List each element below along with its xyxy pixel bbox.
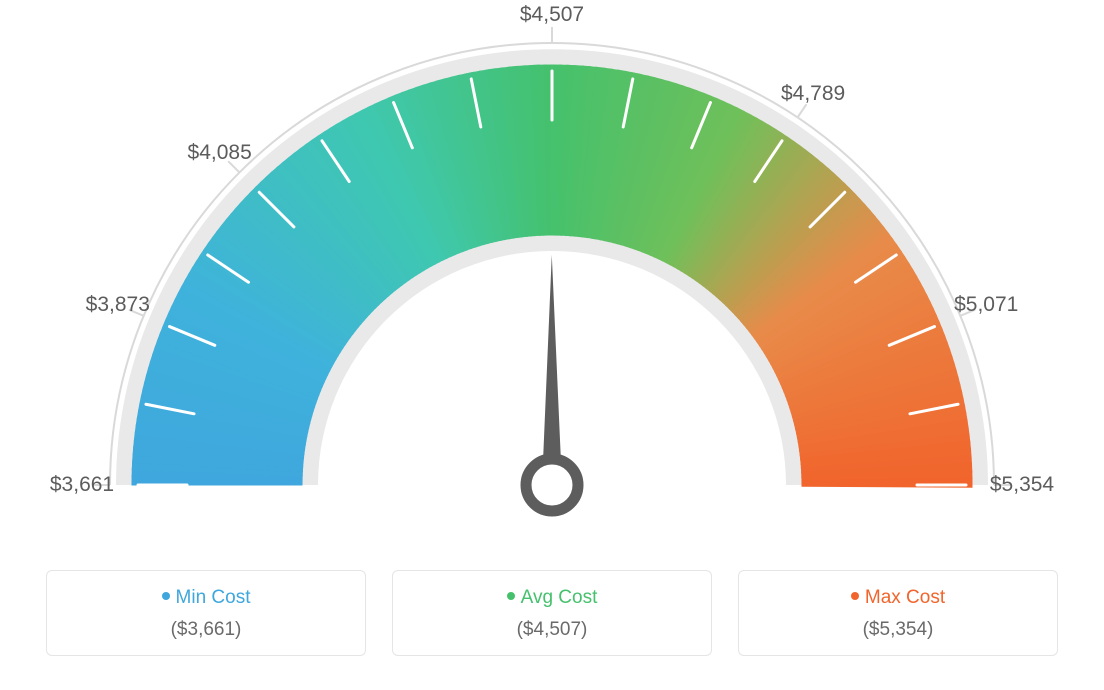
dot-icon <box>507 592 515 600</box>
gauge-tick-label: $3,661 <box>50 473 114 497</box>
gauge-tick-label: $3,873 <box>86 293 150 317</box>
legend-value-avg: ($4,507) <box>403 619 701 641</box>
gauge-tick-label: $4,085 <box>188 141 252 165</box>
legend-title-text: Min Cost <box>176 587 251 608</box>
legend-card-min: Min Cost ($3,661) <box>46 570 366 656</box>
legend-value-min: ($3,661) <box>57 619 355 641</box>
gauge-tick-label: $5,071 <box>954 293 1018 317</box>
dot-icon <box>851 592 859 600</box>
gauge-chart: $3,661 $3,873 $4,085 $4,507 $4,789 $5,071 $5,3… <box>0 0 1104 560</box>
gauge-svg <box>0 0 1104 560</box>
gauge-tick-label: $4,507 <box>520 3 584 27</box>
legend-value-max: ($5,354) <box>749 619 1047 641</box>
legend-title-min: Min Cost <box>57 587 355 609</box>
gauge-tick-label: $4,789 <box>781 82 845 106</box>
legend-title-text: Max Cost <box>865 587 945 608</box>
legend-card-avg: Avg Cost ($4,507) <box>392 570 712 656</box>
legend-title-text: Avg Cost <box>521 587 598 608</box>
legend-title-avg: Avg Cost <box>403 587 701 609</box>
legend-row: Min Cost ($3,661) Avg Cost ($4,507) Max … <box>0 570 1104 656</box>
legend-card-max: Max Cost ($5,354) <box>738 570 1058 656</box>
gauge-tick-label: $5,354 <box>990 473 1054 497</box>
dot-icon <box>162 592 170 600</box>
legend-title-max: Max Cost <box>749 587 1047 609</box>
